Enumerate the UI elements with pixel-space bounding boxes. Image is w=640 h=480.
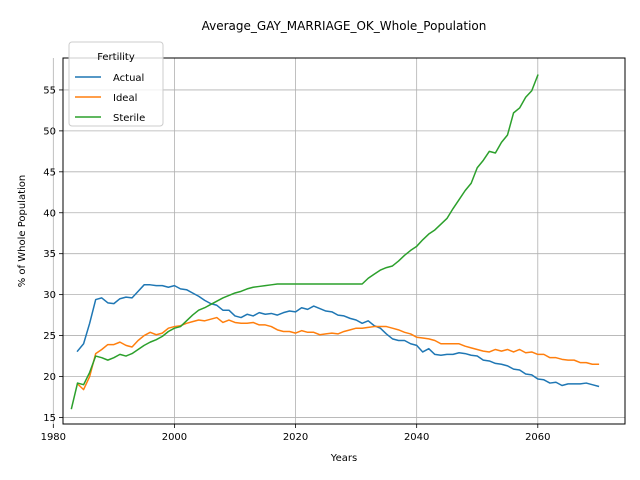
series-line-ideal	[76, 316, 600, 391]
x-axis-ticks: 1980 2000 2020 2040 2060	[41, 424, 551, 443]
legend-label-sterile: Sterile	[113, 113, 145, 124]
x-tick-label: 2000	[162, 432, 187, 443]
series-layer	[70, 74, 600, 410]
chart-title: Average_GAY_MARRIAGE_OK_Whole_Population	[202, 19, 487, 33]
y-axis-ticks: 15 20 25 30 35 40 45 50 55	[43, 85, 63, 424]
y-tick-label: 20	[43, 372, 56, 383]
y-tick-label: 25	[43, 331, 56, 342]
x-tick-label: 2020	[283, 432, 308, 443]
y-tick-label: 30	[43, 290, 56, 301]
y-tick-label: 45	[43, 167, 56, 178]
y-tick-label: 40	[43, 208, 56, 219]
legend-items: Actual Ideal Sterile	[75, 73, 145, 124]
y-axis-label: % of Whole Population	[17, 175, 28, 288]
legend: Fertility Actual Ideal Sterile	[68, 41, 164, 127]
y-tick-label: 35	[43, 249, 56, 260]
y-tick-label: 50	[43, 126, 56, 137]
x-axis-label: Years	[330, 453, 357, 464]
x-tick-label: 2060	[525, 432, 550, 443]
plot-frame	[62, 57, 626, 425]
legend-label-actual: Actual	[113, 73, 144, 84]
series-line-sterile	[70, 74, 539, 410]
y-tick-label: 55	[43, 85, 56, 96]
x-tick-label: 1980	[41, 432, 66, 443]
series-line-actual	[76, 284, 600, 388]
legend-label-ideal: Ideal	[113, 93, 137, 104]
legend-box	[68, 41, 164, 127]
legend-title: Fertility	[97, 52, 135, 63]
x-tick-label: 2040	[404, 432, 429, 443]
y-tick-label: 15	[43, 413, 56, 424]
